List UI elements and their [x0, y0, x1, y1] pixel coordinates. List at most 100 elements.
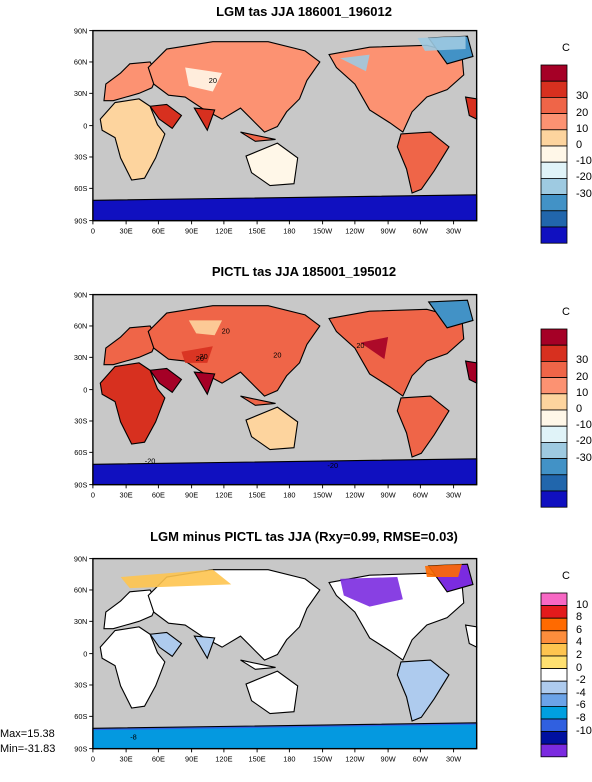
- colorbar-label: 20: [576, 106, 589, 119]
- colorbar-swatch: [540, 113, 568, 131]
- land-indonesia: [240, 395, 276, 406]
- lon-label: 150E: [249, 755, 266, 764]
- lon-label: 60W: [413, 755, 428, 764]
- colorbar-label: -4: [576, 686, 586, 699]
- contour-label: 20: [196, 354, 204, 363]
- lat-label: 90S: [74, 744, 87, 753]
- colorbar-swatch: [540, 617, 568, 632]
- greenland-warm-patch: [424, 564, 462, 578]
- land-samerica: [396, 131, 450, 194]
- contour-label: 20: [209, 76, 217, 85]
- panel-2-title: PICTL tas JJA 185001_195012: [211, 264, 397, 279]
- colorbar-label: 30: [576, 90, 589, 103]
- lat-label: 30N: [74, 617, 88, 626]
- lon-label: 60E: [152, 227, 165, 236]
- land-asia: [147, 569, 321, 661]
- colorbar-swatch: [540, 743, 568, 758]
- lat-label: 60S: [74, 448, 87, 457]
- lat-label: 60S: [74, 712, 87, 721]
- lon-label: 120E: [215, 755, 232, 764]
- lon-label: 90E: [185, 227, 198, 236]
- lat-label: 90N: [74, 554, 88, 563]
- colorbar-label: 2: [576, 649, 583, 661]
- lon-label: 150E: [249, 491, 266, 500]
- land-indonesia: [240, 659, 276, 670]
- colorbar-unit: C: [562, 306, 570, 318]
- tibet-patch: [188, 320, 223, 336]
- land-australia: [245, 142, 299, 187]
- land-samerica: [396, 659, 450, 722]
- land-asia: [147, 41, 321, 133]
- lat-label: 60S: [74, 184, 87, 193]
- panel-1-plot: 90N 60N 30N 0 30S 60S 90S 0 30E 60E 90E 120E 150E 180…: [74, 26, 478, 236]
- land-arabia: [149, 631, 183, 658]
- tibet-cool-patch: [185, 67, 223, 92]
- contour-label: 20: [222, 326, 230, 335]
- colorbar-label: 10: [576, 386, 589, 399]
- lon-label: 90E: [185, 755, 198, 764]
- colorbar-swatch: [540, 210, 568, 228]
- colorbar-label: 0: [576, 661, 583, 674]
- lon-label: 180: [283, 227, 295, 236]
- colorbar-label: 30: [576, 354, 589, 367]
- lon-label: 0: [91, 227, 95, 236]
- lon-label: 150W: [313, 491, 332, 500]
- colorbar-label: 8: [576, 611, 583, 624]
- arabia-hot-patch: [181, 346, 213, 363]
- colorbar-label: -20: [576, 171, 592, 184]
- lon-label: 60E: [152, 491, 165, 500]
- colorbar-label: -30: [576, 451, 592, 464]
- colorbar-label: 10: [576, 598, 589, 611]
- colorbar-2: [540, 328, 568, 508]
- colorbar-swatch: [540, 425, 568, 443]
- canada-cool-patch: [340, 54, 370, 72]
- lon-label: 150E: [249, 227, 266, 236]
- colorbar-swatch: [540, 655, 568, 670]
- lon-label: 90E: [185, 491, 198, 500]
- colorbar-swatch: [540, 605, 568, 619]
- contour-label: -20: [145, 456, 156, 465]
- lon-label: 30W: [446, 755, 461, 764]
- panel-1-title: LGM tas JJA 186001_196012: [216, 4, 392, 19]
- lon-label: 120E: [215, 491, 232, 500]
- colorbar-swatch: [540, 328, 568, 346]
- lon-label: 90W: [381, 227, 396, 236]
- colorbar-swatch: [540, 693, 568, 707]
- colorbar-swatch: [540, 361, 568, 379]
- contour-label: 20: [356, 341, 364, 350]
- lat-label: 30N: [74, 89, 88, 98]
- colorbar-label: -30: [576, 187, 592, 200]
- max-value: Max=15.38: [0, 728, 55, 740]
- land-australia: [245, 406, 299, 451]
- colorbar-swatch: [540, 129, 568, 147]
- us-hot-patch: [360, 337, 389, 360]
- colorbar-swatch: [540, 226, 568, 244]
- lon-label: 120W: [345, 491, 364, 500]
- land-india: [193, 635, 216, 660]
- land-namerica: [328, 308, 465, 397]
- lon-label: 150W: [313, 227, 332, 236]
- colorbar-swatch: [540, 409, 568, 427]
- colorbar-label: -10: [576, 419, 592, 432]
- lon-label: 30E: [120, 227, 133, 236]
- colorbar-swatch: [540, 706, 568, 720]
- panel-3-title: LGM minus PICTL tas JJA (Rxy=0.99, RMSE=…: [150, 529, 458, 544]
- colorbar-label: 4: [576, 636, 583, 649]
- lat-label: 90N: [74, 26, 88, 35]
- land-africa: [99, 362, 166, 445]
- colorbar-swatch: [540, 145, 568, 163]
- colorbar-swatch: [540, 680, 568, 695]
- colorbar-swatch: [540, 97, 568, 115]
- colorbar-unit: C: [562, 570, 570, 582]
- colorbar-swatch: [540, 458, 568, 476]
- lon-label: 30E: [120, 755, 133, 764]
- colorbar-label: 20: [576, 370, 589, 383]
- lat-label: 60N: [74, 322, 88, 331]
- panel-2-plot: 90N 60N 30N 0 30S 60S 90S 0 30E 60E 90E 120E 150E 180…: [74, 290, 478, 500]
- lon-label: 90W: [381, 491, 396, 500]
- min-value: Min=-31.83: [0, 743, 56, 755]
- contour-label: -8: [130, 732, 137, 741]
- land-arabia: [149, 367, 183, 394]
- colorbar-label: -10: [576, 155, 592, 168]
- colorbar-label: 10: [576, 122, 589, 135]
